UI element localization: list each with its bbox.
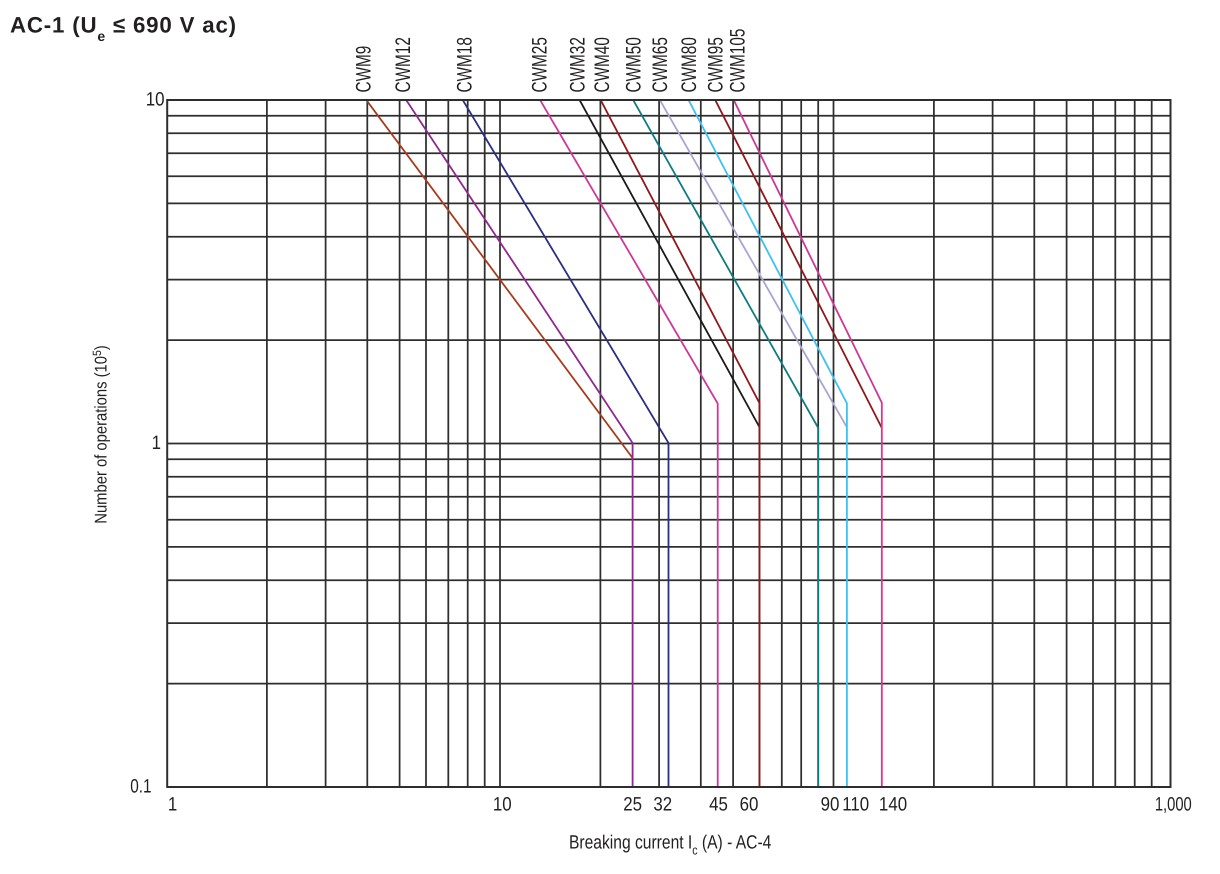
svg-text:10: 10 [146, 89, 165, 111]
svg-text:1: 1 [152, 432, 161, 454]
svg-text:90: 90 [821, 793, 840, 815]
svg-text:0.1: 0.1 [130, 776, 151, 798]
svg-text:Breaking current Ic (A) - AC-4: Breaking current Ic (A) - AC-4 [569, 833, 772, 858]
svg-text:32: 32 [653, 793, 672, 815]
svg-text:CWM25: CWM25 [528, 37, 551, 92]
svg-text:CWM32: CWM32 [566, 37, 589, 92]
svg-text:CWM40: CWM40 [591, 37, 614, 92]
svg-text:CWM65: CWM65 [649, 37, 672, 92]
svg-text:60: 60 [740, 793, 759, 815]
svg-text:10: 10 [493, 793, 512, 815]
svg-text:1: 1 [168, 793, 177, 815]
svg-text:CWM9: CWM9 [352, 46, 375, 93]
svg-text:110: 110 [842, 793, 869, 815]
svg-text:Number of operations (105): Number of operations (105) [90, 345, 111, 523]
svg-text:CWM105: CWM105 [726, 29, 749, 93]
svg-text:1,000: 1,000 [1155, 793, 1192, 815]
svg-text:CWM50: CWM50 [623, 37, 646, 92]
svg-text:45: 45 [709, 793, 728, 815]
svg-text:CWM18: CWM18 [454, 37, 477, 92]
svg-text:CWM95: CWM95 [705, 37, 728, 92]
svg-text:25: 25 [623, 793, 642, 815]
svg-text:CWM12: CWM12 [392, 37, 415, 92]
svg-text:CWM80: CWM80 [678, 37, 701, 92]
svg-text:140: 140 [879, 793, 907, 815]
